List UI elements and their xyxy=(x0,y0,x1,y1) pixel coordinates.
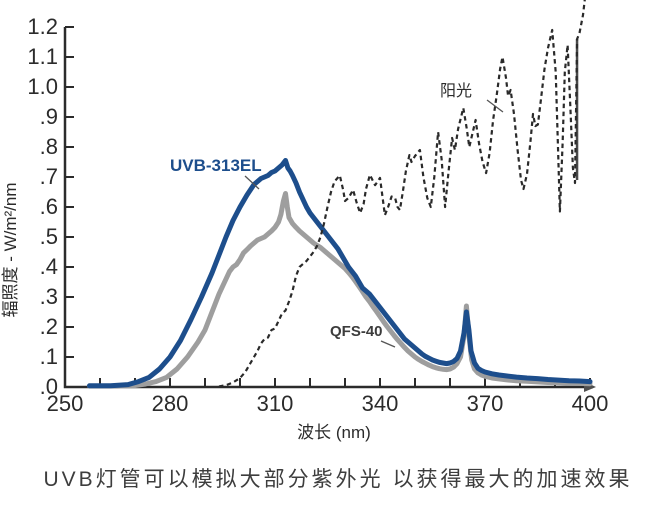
series-uvb313el-curve xyxy=(87,158,593,389)
uvb313el-series-label: UVB-313EL xyxy=(170,156,262,175)
y-tick-label: .9 xyxy=(40,104,58,129)
axis-lines xyxy=(63,27,593,389)
sunlight-pointer-line xyxy=(486,99,504,113)
series-annotations: UVB-313EL 阳光 QFS-40 xyxy=(170,82,504,348)
y-tick-label: .4 xyxy=(40,254,58,279)
figure-caption: UVB灯管可以模拟大部分紫外光 以获得最大的加速效果 xyxy=(43,468,632,491)
y-tick-label: 1.1 xyxy=(27,44,58,69)
y-tick-label: .7 xyxy=(40,164,58,189)
x-tick-label: 280 xyxy=(152,391,189,416)
y-tick-label: .1 xyxy=(40,344,58,369)
series-sunlight-curve xyxy=(218,0,586,388)
qfs40-pointer-line xyxy=(380,340,396,348)
x-tick-label: 250 xyxy=(47,391,84,416)
series-qfs40-curve xyxy=(87,191,593,389)
qfs40-series-label: QFS-40 xyxy=(330,323,383,340)
x-tick-label: 310 xyxy=(257,391,294,416)
y-tick-label: .2 xyxy=(40,314,58,339)
y-tick-label: 1.0 xyxy=(27,74,58,99)
uvb313el-pointer-line xyxy=(244,175,260,190)
y-tick-label: .5 xyxy=(40,224,58,249)
y-tick-label: .0 xyxy=(40,374,58,399)
x-tick-label: 340 xyxy=(362,391,399,416)
y-tick-label: .8 xyxy=(40,134,58,159)
x-axis-title: 波长 (nm) xyxy=(297,423,371,442)
x-tick-label: 400 xyxy=(572,391,609,416)
y-axis-title: 辐照度 - W/m²/nm xyxy=(1,182,20,317)
series-curves xyxy=(87,0,593,389)
axis-ticks: 250 280 310 340 370 400 .0 .1 .2 .3 .4 .5 .6 .7 .8 .9 1.… xyxy=(27,14,608,416)
y-tick-label: .6 xyxy=(40,194,58,219)
y-tick-label: .3 xyxy=(40,284,58,309)
x-tick-label: 370 xyxy=(467,391,504,416)
y-tick-label: 1.2 xyxy=(27,14,58,39)
sunlight-series-label: 阳光 xyxy=(440,82,472,100)
